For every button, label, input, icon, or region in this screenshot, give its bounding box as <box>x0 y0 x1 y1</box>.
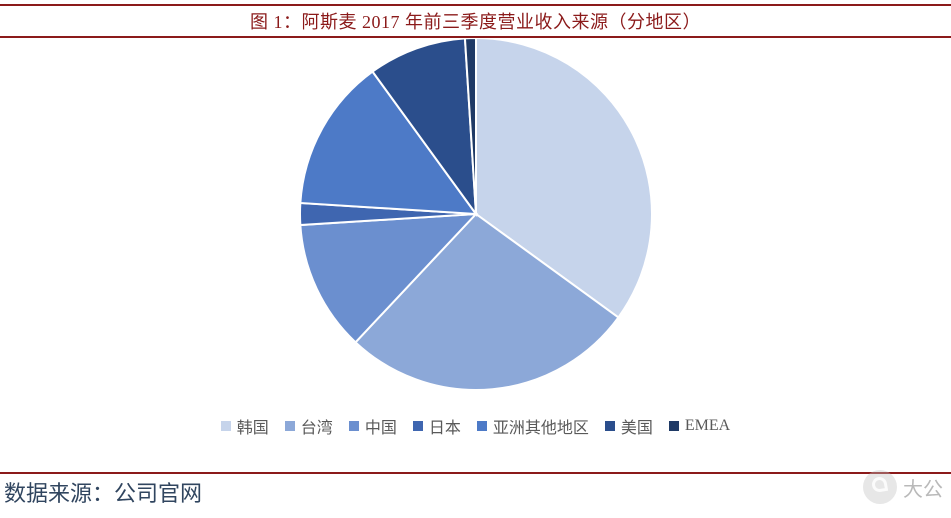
legend-label: EMEA <box>685 417 730 435</box>
legend-swatch <box>349 421 359 431</box>
wechat-icon <box>863 470 897 504</box>
title-bar: 图 1：阿斯麦 2017 年前三季度营业收入来源（分地区） <box>0 4 951 38</box>
legend-swatch <box>413 421 423 431</box>
legend-item: 亚洲其他地区 <box>477 414 589 438</box>
legend-item: 台湾 <box>285 414 333 438</box>
legend-item: 韩国 <box>221 414 269 438</box>
source-bar: 数据来源：公司官网 <box>0 472 951 508</box>
legend-swatch <box>285 421 295 431</box>
legend-label: 日本 <box>429 414 461 438</box>
legend-swatch <box>221 421 231 431</box>
source-text: 数据来源：公司官网 <box>0 474 951 508</box>
chart-area: 韩国 台湾 中国 日本 亚洲其他地区 美国 EMEA <box>0 34 951 454</box>
watermark-text: 大公 <box>903 473 943 502</box>
figure: 图 1：阿斯麦 2017 年前三季度营业收入来源（分地区） 韩国 台湾 中国 日本 亚洲… <box>0 0 951 518</box>
figure-title: 图 1：阿斯麦 2017 年前三季度营业收入来源（分地区） <box>0 6 951 36</box>
legend-label: 韩国 <box>237 414 269 438</box>
legend-item: 中国 <box>349 414 397 438</box>
pie-chart <box>300 38 652 390</box>
legend-label: 亚洲其他地区 <box>493 414 589 438</box>
legend-item: 美国 <box>605 414 653 438</box>
source-prefix: 数据来源： <box>4 481 114 506</box>
legend-item: EMEA <box>669 417 730 435</box>
legend-label: 中国 <box>365 414 397 438</box>
pie-svg <box>300 38 652 390</box>
watermark: 大公 <box>863 470 943 504</box>
legend-item: 日本 <box>413 414 461 438</box>
legend: 韩国 台湾 中国 日本 亚洲其他地区 美国 EMEA <box>0 414 951 438</box>
source-value: 公司官网 <box>114 481 202 506</box>
legend-swatch <box>669 421 679 431</box>
legend-label: 台湾 <box>301 414 333 438</box>
legend-swatch <box>605 421 615 431</box>
legend-label: 美国 <box>621 414 653 438</box>
legend-swatch <box>477 421 487 431</box>
